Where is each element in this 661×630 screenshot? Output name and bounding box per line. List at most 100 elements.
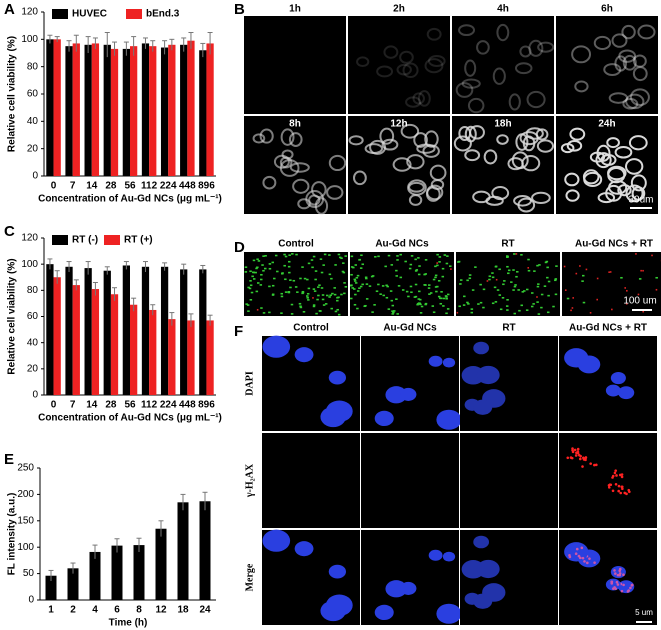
y-tick-label: 120 [21,233,38,244]
live-cell [252,271,255,274]
cell [288,132,303,147]
live-cell [288,271,291,274]
nucleus [294,541,314,557]
bar [168,44,176,176]
live-cell [513,253,516,255]
cell [458,24,476,37]
y-axis-label: FL intensity (a.u.) [7,493,18,576]
live-cell [291,253,294,255]
live-cell [255,267,258,270]
cell [603,63,622,76]
live-cell [268,285,271,288]
microscopy-tile [556,16,658,114]
y-tick-label: 100 [21,34,38,45]
live-cell [530,305,534,308]
foci [629,586,632,590]
live-cell [470,311,474,314]
live-cell [320,287,324,289]
live-cell [319,258,323,260]
live-cell [387,308,391,310]
live-cell [538,264,541,266]
panel-label: F [234,323,243,340]
live-cell [536,301,539,303]
cell [632,66,648,82]
dead-cell [589,311,592,314]
live-cell [418,265,421,267]
foci [588,557,591,560]
x-tick-label: 56 [124,181,136,192]
live-cell [391,310,394,312]
live-cell [292,279,296,282]
live-cell [248,287,252,290]
live-cell [523,290,526,292]
nucleus [428,549,443,561]
x-tick-label: 0 [51,181,57,192]
foci [620,475,624,479]
foci [571,447,574,450]
live-cell [313,290,317,292]
live-cell [256,266,259,269]
nucleus [428,355,443,367]
scale-label: 5 um [635,608,653,617]
live-cell [368,285,372,287]
nucleus [473,399,493,415]
cell [262,175,277,190]
live-cell [512,289,515,291]
legend-label: HUVEC [72,9,107,20]
live-cell [260,273,263,276]
live-cell [287,265,291,268]
cell [458,125,472,141]
live-cell [337,253,341,256]
live-cell [374,256,377,258]
live-cell [312,305,316,308]
cell [455,82,474,98]
foci [589,462,592,465]
y-tick-label: 20 [27,363,39,374]
live-cell [396,259,399,261]
live-cell [342,271,346,274]
live-cell [381,285,385,287]
foci [618,567,622,571]
dead-cell [608,271,610,273]
x-axis-label: Concentration of Au-Gd NCs (μg mL⁻¹) [38,194,222,205]
live-cell [354,293,357,296]
live-cell [340,257,343,260]
cell [514,62,533,75]
foci [621,487,624,491]
live-cell [353,303,357,306]
foci [610,582,614,585]
live-cell [375,290,379,293]
live-cell [260,307,263,309]
live-cell [312,255,316,258]
live-cell [337,313,341,316]
cell [399,50,414,64]
foci [622,583,625,587]
time-label: 2h [393,4,405,15]
y-tick-label: 60 [27,89,39,100]
foci [616,583,620,586]
live-cell [365,277,368,280]
live-cell [271,284,275,287]
foci [620,473,624,476]
live-cell [533,270,536,272]
live-cell [467,303,470,305]
live-cell [334,264,337,266]
x-tick-label: 7 [70,181,76,192]
cell [289,162,310,173]
cell [614,145,633,159]
live-cell [418,290,421,293]
x-axis-label: Concentration of Au-Gd NCs (μg mL⁻¹) [38,413,222,424]
nucleus [325,400,353,422]
cell [617,184,632,197]
legend-label: RT (+) [124,235,153,246]
nucleus [610,566,626,579]
bar [133,545,145,600]
cell [259,128,274,144]
live-cell [306,292,310,295]
nucleus [476,365,500,385]
live-cell [284,291,288,293]
nucleus [436,409,462,430]
live-cell [252,278,256,280]
live-cell [436,253,439,256]
live-cell [413,296,417,298]
